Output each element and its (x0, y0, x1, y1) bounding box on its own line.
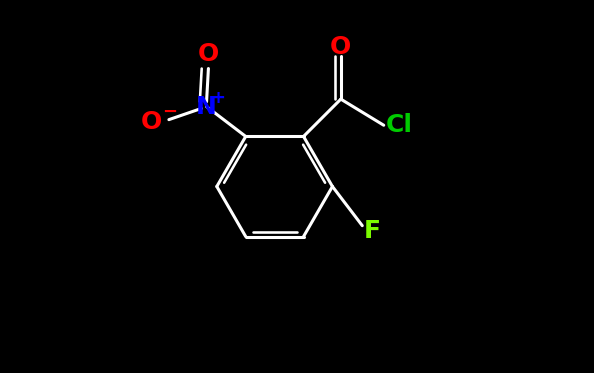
Text: Cl: Cl (386, 113, 413, 137)
Text: O: O (198, 43, 219, 66)
Text: N: N (196, 95, 217, 119)
Text: F: F (364, 219, 381, 243)
Text: −: − (162, 103, 177, 121)
Text: O: O (141, 110, 162, 134)
Text: O: O (330, 35, 352, 59)
Text: +: + (210, 90, 225, 107)
